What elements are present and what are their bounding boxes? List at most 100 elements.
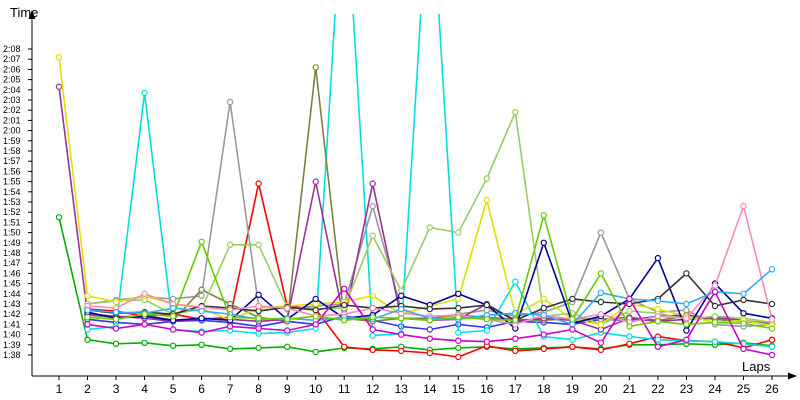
- chart-axes: Time Laps: [10, 5, 797, 380]
- data-point: [569, 336, 576, 343]
- data-point: [84, 326, 91, 333]
- x-tick-label: 10: [309, 382, 323, 396]
- data-point: [768, 351, 776, 359]
- data-point: [683, 306, 690, 314]
- data-point: [740, 345, 747, 353]
- y-tick-label: 1:51: [3, 217, 21, 227]
- y-tick-label: 1:45: [3, 279, 21, 289]
- data-point: [112, 316, 120, 323]
- data-point: [312, 64, 319, 71]
- x-tick-label: 16: [480, 382, 494, 396]
- data-point: [626, 323, 633, 330]
- data-point: [284, 304, 291, 312]
- data-point: [84, 306, 91, 314]
- x-tick-label: 13: [395, 382, 409, 396]
- y-tick-label: 1:40: [3, 330, 21, 340]
- data-point: [255, 325, 262, 332]
- y-tick-label: 1:47: [3, 258, 21, 268]
- y-tick-group: 1:381:391:401:411:421:431:441:451:461:47…: [3, 44, 32, 360]
- data-point: [597, 321, 605, 328]
- data-point: [540, 312, 548, 319]
- data-point: [654, 297, 662, 305]
- data-point: [341, 317, 348, 324]
- data-point: [455, 344, 462, 352]
- data-point: [141, 89, 148, 97]
- data-point: [626, 333, 633, 340]
- series-8: [84, 108, 776, 328]
- data-point: [198, 341, 205, 348]
- y-tick-label: 2:02: [3, 105, 21, 115]
- y-tick-label: 1:55: [3, 177, 21, 187]
- data-point: [284, 343, 291, 350]
- y-tick-label: 2:08: [3, 44, 21, 54]
- data-point: [255, 315, 262, 322]
- y-tick-label: 2:00: [3, 126, 21, 136]
- y-tick-label: 1:43: [3, 299, 21, 309]
- data-point: [540, 212, 548, 219]
- series-line: [58, 217, 773, 353]
- x-tick-label: 1: [56, 382, 63, 396]
- x-tick-label: 7: [227, 382, 234, 396]
- data-point: [455, 314, 462, 321]
- series-7: [55, 83, 776, 333]
- data-point: [112, 309, 120, 316]
- data-point: [169, 295, 177, 303]
- data-point: [654, 318, 662, 325]
- y-axis-title: Time: [10, 5, 38, 20]
- data-point: [455, 337, 462, 344]
- data-point: [369, 326, 376, 333]
- data-point: [398, 305, 405, 313]
- x-tick-label: 11: [338, 382, 351, 396]
- data-point: [768, 266, 776, 273]
- x-tick-label: 22: [651, 382, 665, 396]
- x-tick-label: 3: [113, 382, 120, 396]
- data-point: [169, 326, 177, 333]
- data-point: [483, 327, 490, 334]
- y-tick-label: 1:56: [3, 166, 21, 176]
- data-point: [426, 224, 433, 231]
- data-point: [112, 340, 120, 347]
- data-point: [341, 343, 348, 350]
- data-point: [483, 175, 490, 182]
- y-tick-label: 2:07: [3, 54, 21, 64]
- y-tick-label: 2:01: [3, 115, 21, 125]
- data-point: [455, 229, 462, 236]
- data-point: [312, 178, 319, 185]
- x-tick-label: 15: [452, 382, 466, 396]
- data-point: [198, 238, 205, 245]
- y-tick-label: 1:59: [3, 136, 21, 146]
- series-5: [84, 98, 776, 330]
- data-point: [55, 54, 63, 61]
- data-point: [768, 343, 776, 350]
- y-tick-label: 1:57: [3, 156, 21, 166]
- x-tick-label: 19: [566, 382, 580, 396]
- x-tick-label: 24: [708, 382, 722, 396]
- data-point: [312, 300, 319, 308]
- x-tick-label: 6: [198, 382, 205, 396]
- x-tick-label: 4: [141, 382, 148, 396]
- data-point: [597, 289, 605, 296]
- data-point: [597, 326, 605, 333]
- data-point: [369, 332, 376, 339]
- x-tick-label: 8: [255, 382, 262, 396]
- data-point: [226, 345, 234, 353]
- data-point: [455, 329, 462, 336]
- data-point: [540, 239, 548, 246]
- data-point: [226, 241, 234, 248]
- data-point: [312, 313, 319, 320]
- data-point: [426, 305, 433, 313]
- data-point: [255, 330, 262, 337]
- data-point: [569, 321, 576, 328]
- data-point: [626, 307, 633, 315]
- data-point: [768, 300, 776, 308]
- data-point: [169, 313, 177, 320]
- data-point: [654, 254, 662, 262]
- data-point: [55, 83, 63, 90]
- data-point: [369, 314, 376, 321]
- y-tick-label: 2:03: [3, 95, 21, 105]
- data-point: [654, 336, 662, 343]
- data-point: [597, 346, 605, 354]
- data-point: [84, 321, 91, 328]
- data-point: [483, 338, 490, 345]
- data-point: [740, 320, 747, 327]
